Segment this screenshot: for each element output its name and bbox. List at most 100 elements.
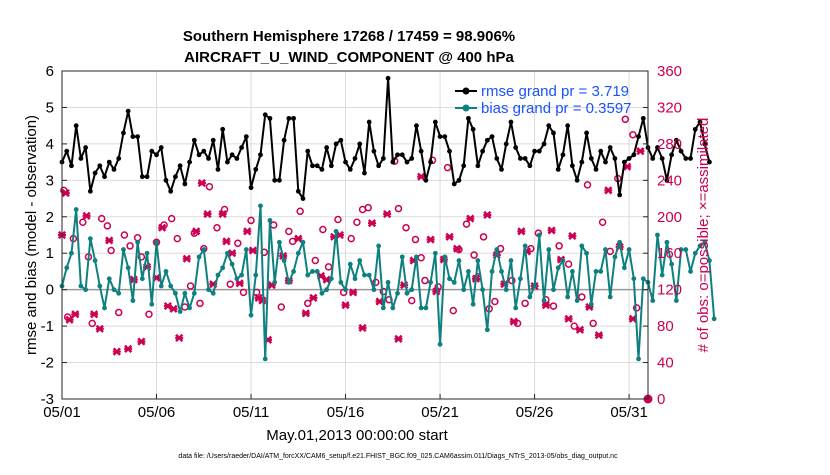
obs-possible-marker [564,260,573,268]
legend-rmse-label: rmse grand pr = 3.719 [481,83,629,100]
obs-possible-marker [521,299,529,308]
obs-possible-marker [555,242,563,250]
chart-title-line1: Southern Hemisphere 17268 / 17459 = 98.9… [183,28,515,45]
bias-point [669,261,675,267]
y-tick-label-right: 160 [657,245,682,262]
bias-point [102,305,107,311]
bias-point [593,269,599,274]
rmse-point [664,177,670,183]
y-tick-label-left: 4 [46,136,54,153]
x-tick-label: 05/31 [610,404,648,421]
obs-assimilated-marker [349,288,358,297]
bias-point [253,272,259,278]
obs-possible-marker [234,239,242,247]
bias-point [621,265,627,271]
rmse-point [692,126,698,132]
y-tick-label-left: 6 [46,63,54,80]
bias-point [607,294,613,300]
bias-point [328,276,334,282]
bias-point [225,250,230,256]
bias-point [338,279,344,285]
rmse-point [494,156,500,161]
obs-assimilated-marker [182,254,191,263]
y-tick-label-left: 1 [46,245,54,262]
rmse-point [380,156,386,161]
bias-point [612,254,618,260]
rmse-point [149,148,155,154]
bias-point [673,298,679,303]
bias-point [707,258,712,263]
bias-point [541,298,547,303]
bias-point [352,276,358,282]
rmse-point [631,152,637,158]
rmse-point [92,170,98,176]
obs-assimilated-marker [394,334,403,343]
rmse-point [442,134,448,140]
bias-point [588,301,594,307]
rmse-point [243,134,249,140]
y-tick-label-right: 320 [657,99,682,116]
bias-point [404,290,410,296]
bias-point [248,312,254,318]
bias-point [347,261,353,267]
rmse-point [569,163,575,169]
bias-point [399,254,405,260]
obs-assimilated-marker [203,209,212,219]
rmse-point [621,159,627,165]
obs-possible-marker [173,234,182,243]
obs-assimilated-marker [594,331,603,340]
obs-assimilated-marker [445,232,454,241]
obs-possible-marker [303,299,312,308]
rmse-point [173,174,178,180]
rmse-point [73,123,79,129]
obs-possible-marker [239,288,248,297]
obs-possible-marker [421,276,429,285]
bias-point [135,239,141,245]
obs-assimilated-marker [222,237,231,246]
bias-point [466,269,471,274]
bias-point [116,290,122,296]
rmse-point [376,163,382,169]
rmse-point [130,134,136,140]
obs-possible-marker [578,293,586,301]
bias-point [276,239,282,245]
bias-point [423,305,429,311]
bias-point [295,250,301,256]
bias-point [636,356,641,362]
bias-point [149,301,155,307]
rmse-point [399,152,405,158]
rmse-point [480,148,485,154]
bias-point [229,261,235,267]
rmse-point [229,152,235,158]
obs-possible-marker [196,299,204,308]
bias-point [442,254,448,260]
bias-point [121,247,126,252]
rmse-point [437,134,443,140]
rmse-point [518,156,523,161]
x-tick-label: 05/06 [138,404,176,421]
obs-possible-marker [549,302,558,310]
bias-point [83,287,89,293]
bias-point [532,283,537,289]
bias-point [390,305,396,311]
obs-assimilated-marker [248,246,258,255]
obs-possible-marker [324,263,333,271]
rmse-point [527,163,533,169]
bias-point [659,272,665,278]
rmse-point [371,148,377,154]
rmse-point [333,141,339,147]
bias-point [154,239,159,245]
obs-assimilated-marker [517,227,526,236]
bias-point [210,290,216,296]
obs-assimilated-marker [218,209,227,219]
rmse-point [669,152,675,158]
x-tick-label: 05/11 [233,404,269,421]
obs-assimilated-marker [466,214,475,223]
obs-assimilated-marker [82,211,91,220]
obs-assimilated-marker [417,172,426,181]
bias-point [87,236,93,242]
rmse-point [135,134,141,140]
bias-point [702,239,708,245]
rmse-point [593,167,599,172]
bias-point [168,283,174,289]
